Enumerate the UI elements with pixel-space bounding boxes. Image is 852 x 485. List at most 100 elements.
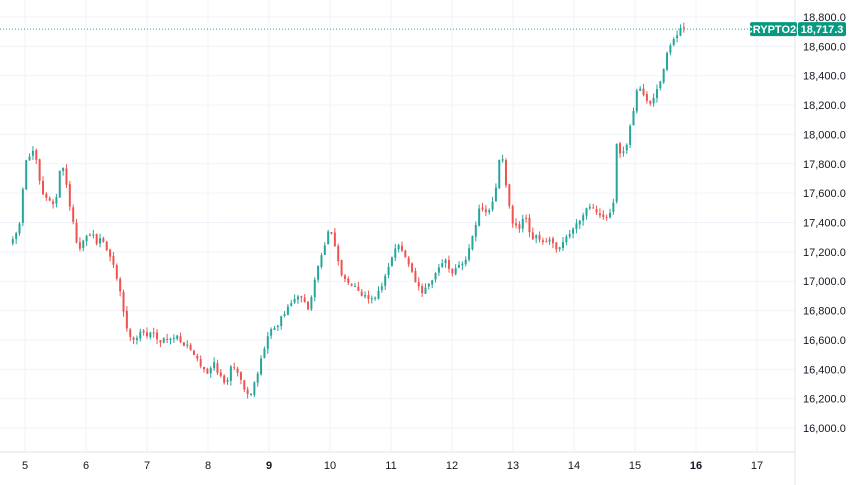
x-tick-label: 16 [690,460,702,472]
candle-body [125,310,128,329]
candle-body [15,233,18,239]
y-tick-label: 18,000.0 [803,129,846,141]
candle-body [340,260,343,276]
candle-body [256,373,259,383]
candle-body [169,338,172,340]
candle-body [501,159,504,161]
candle-body [333,232,336,247]
x-tick-label: 14 [568,460,580,472]
candle-body [176,335,179,339]
candle-body [374,297,377,299]
candle-body [290,303,293,306]
candle-body [72,207,75,222]
y-tick-label: 18,600.0 [803,41,846,53]
candle-body [62,167,65,171]
candle-body [464,259,467,265]
candle-body [263,348,266,358]
candle-body [330,232,333,234]
candle-body [253,382,256,395]
candle-body [109,249,112,257]
candle-body [196,355,199,359]
candle-body [568,234,571,237]
candle-body [481,207,484,210]
candle-body [454,268,457,275]
price-axis[interactable]: 16,000.0 16,200.0 16,400.0 16,600.0 16,800.0… [794,0,846,485]
candle-body [572,228,575,234]
candle-body [582,215,585,221]
x-tick-label: 10 [324,460,336,472]
y-tick-label: 16,400.0 [803,364,846,376]
candle-body [337,245,340,262]
candle-body [411,263,414,272]
candle-body [159,340,162,343]
candle-body [313,279,316,298]
candle-body [431,280,434,285]
candle-body [441,263,444,268]
candle-body [199,359,202,367]
candle-body [682,27,685,29]
candle-body [551,238,554,244]
candle-body [659,81,662,89]
candle-body [55,197,58,204]
candle-body [417,282,420,287]
x-tick-label: 5 [22,460,28,472]
candle-body [327,231,330,245]
candle-body [65,168,68,185]
candle-body [608,212,611,218]
candle-body [11,239,14,244]
candle-body [447,260,450,269]
candle-body [182,342,185,346]
candle-body [236,368,239,373]
candle-body [119,278,122,292]
y-tick-label: 17,000.0 [803,276,846,288]
candle-body [186,344,189,346]
candle-body [293,298,296,303]
candle-body [58,170,61,198]
candle-body [320,255,323,267]
candles [11,22,685,399]
candle-body [203,366,206,370]
candle-body [132,337,135,340]
candle-body [300,296,303,298]
candle-body [367,295,370,299]
candle-body [350,283,353,286]
candle-body [488,210,491,213]
candle-body [451,268,454,274]
candle-body [149,332,152,338]
candle-body [427,283,430,287]
candle-body [354,285,357,287]
candle-body [115,265,118,279]
candle-body [404,250,407,258]
candle-body [662,68,665,83]
candle-body [384,275,387,286]
candle-body [135,338,138,340]
candle-body [421,286,424,294]
candle-body [370,298,373,300]
candle-body [474,224,477,237]
y-tick-label: 16,200.0 [803,394,846,406]
x-tick-label: 8 [205,460,211,472]
candle-body [317,265,320,280]
y-tick-label: 17,400.0 [803,218,846,230]
candle-body [95,234,98,244]
candle-body [397,244,400,250]
candle-body [602,214,605,217]
candle-body [92,234,95,236]
candle-body [578,220,581,225]
candle-body [585,208,588,216]
candle-body [48,198,51,201]
candle-body [276,325,279,328]
candle-body [434,273,437,280]
candle-body [233,367,236,369]
candle-body [458,264,461,268]
candle-body [679,28,682,36]
candle-body [250,393,253,395]
candle-body [622,151,625,153]
y-tick-label: 18,400.0 [803,71,846,83]
time-axis[interactable]: 5 6 7 8 9 10 11 12 13 14 15 16 17 [0,451,795,472]
candle-body [424,287,427,294]
candle-body [270,329,273,336]
candle-body [246,389,249,395]
